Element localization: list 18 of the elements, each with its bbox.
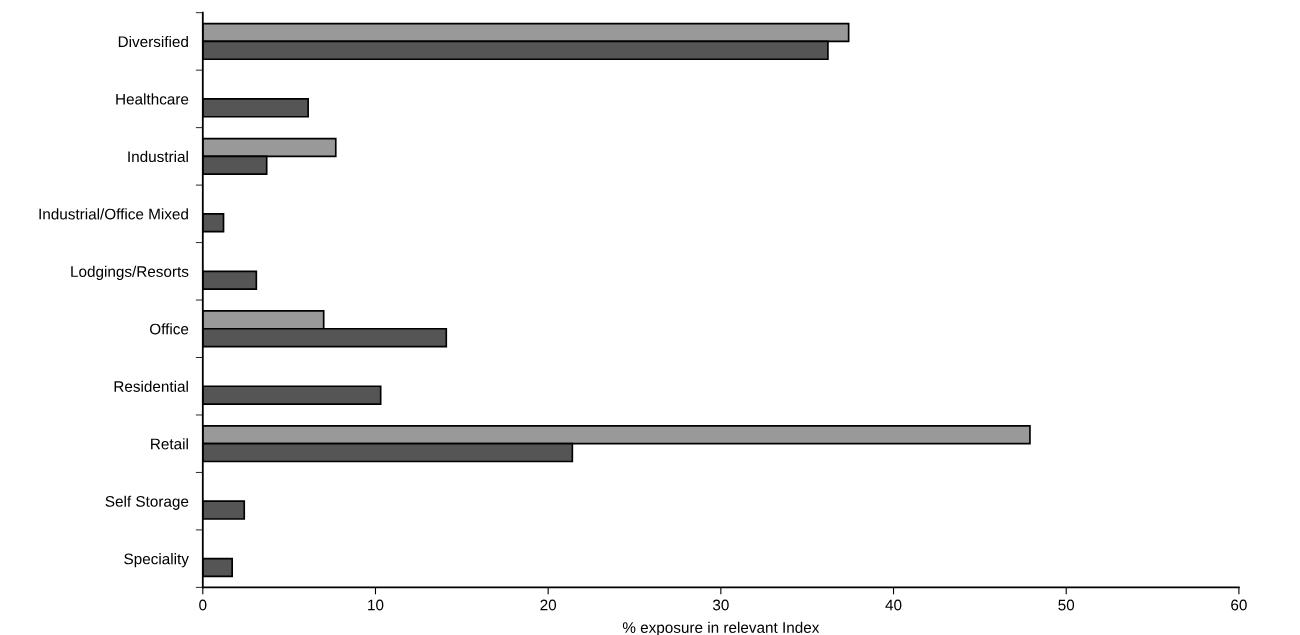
y-tick-label: Retail [151, 438, 188, 450]
y-tick-label: Office [150, 323, 189, 335]
y-tick-label: Industrial [128, 150, 188, 163]
x-tick-label: 20 [540, 599, 557, 611]
y-tick-label: Industrial/Office Mixed [39, 208, 188, 220]
y-tick-label: Healthcare [116, 93, 189, 105]
x-axis-title: % exposure in relevant Index [622, 621, 820, 635]
x-tick-label: 60 [1231, 599, 1247, 611]
x-tick-label: 10 [368, 599, 384, 611]
x-tick-label: 50 [1058, 599, 1075, 611]
x-tick-label: 40 [885, 599, 902, 611]
y-tick-label: Self Storage [105, 495, 189, 510]
x-tick-label: 30 [712, 599, 729, 611]
y-tick-label: Speciality [124, 553, 189, 568]
x-tick-label: 0 [199, 599, 207, 611]
y-tick-label: Lodgings/Resorts [71, 265, 189, 281]
y-tick-label: Diversified [118, 35, 188, 48]
y-tick-label: Residential [114, 380, 188, 392]
